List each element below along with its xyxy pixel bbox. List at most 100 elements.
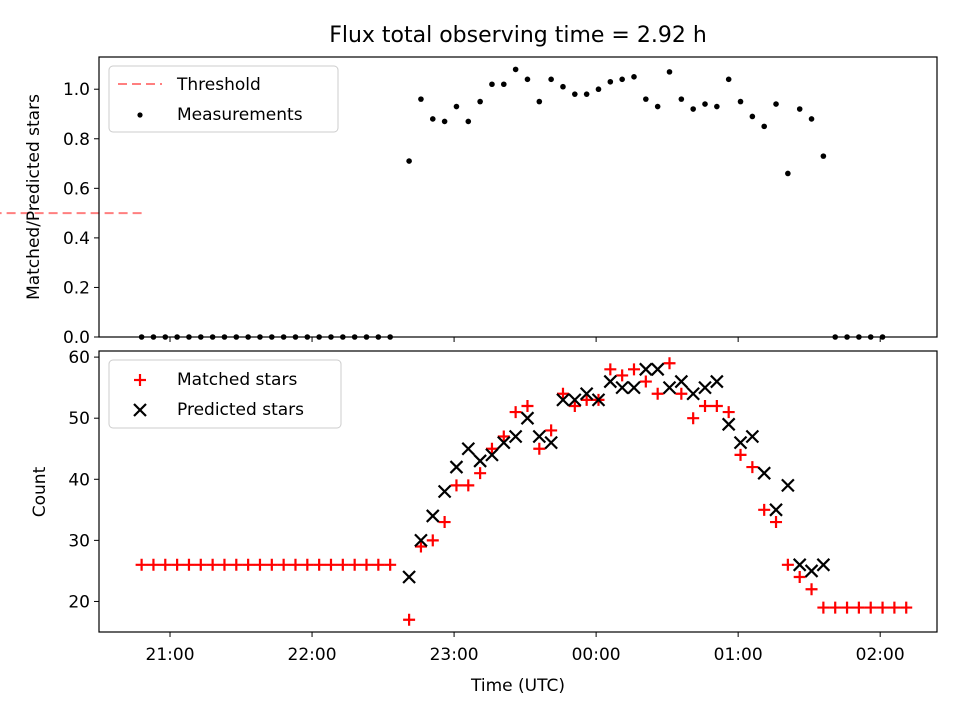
predicted-star-point: [603, 374, 618, 389]
matched-star-point: [699, 399, 712, 412]
x-tick-label: 00:00: [572, 645, 621, 665]
x-tick-label: 22:00: [288, 645, 337, 665]
matched-star-point: [265, 558, 278, 571]
matched-star-point: [545, 424, 558, 437]
matched-star-point: [746, 461, 759, 474]
matched-star-point: [147, 558, 160, 571]
matched-star-point: [450, 479, 463, 492]
measurement-point: [725, 76, 732, 83]
matched-star-point: [722, 406, 735, 419]
predicted-star-point: [816, 558, 831, 572]
predicted-star-point: [757, 466, 771, 480]
y-tick-label: 0.2: [63, 278, 90, 298]
top-legend-box: [108, 65, 339, 133]
matched-star-point: [852, 601, 865, 614]
matched-star-point: [301, 558, 314, 571]
measurement-point: [406, 158, 412, 164]
measurement-point: [429, 116, 436, 122]
matched-star-point: [384, 558, 397, 571]
matched-star-point: [888, 601, 901, 614]
y-tick-label: 1.0: [63, 80, 90, 100]
y-tick-label: 60: [68, 348, 90, 368]
measurement-point: [572, 91, 578, 97]
top-panel: 0.0 0.2 0.4 0.6 0.8 1.0 Flux total observing …: [0, 23, 938, 348]
bottom-legend: Matched stars Predicted stars: [108, 359, 342, 429]
top-y-ticks: 0.0 0.2 0.4 0.6 0.8 1.0: [63, 80, 99, 348]
matched-star-point: [324, 558, 337, 571]
y-tick-label: 0.6: [63, 179, 90, 199]
predicted-star-point: [639, 362, 653, 377]
matched-star-point: [462, 479, 475, 492]
predicted-star-point: [497, 435, 511, 450]
top-x-ticks: [169, 337, 881, 342]
matched-star-point: [817, 601, 830, 614]
bottom-y-ticks: 20 30 40 50 60: [68, 348, 99, 612]
x-tick-label: 02:00: [856, 645, 905, 665]
predicted-star-point: [710, 374, 724, 389]
matched-star-point: [289, 558, 302, 571]
matched-star-point: [348, 558, 361, 571]
matched-star-point: [171, 558, 184, 571]
measurement-point: [749, 113, 756, 120]
measurement-point: [524, 76, 531, 83]
x-tick-label: 21:00: [146, 645, 195, 665]
matched-star-point: [253, 558, 266, 571]
measurement-point: [418, 96, 424, 102]
predicted-star-point: [473, 454, 487, 468]
measurement-point: [808, 116, 815, 122]
top-axes-frame: [98, 56, 938, 338]
measurement-point: [631, 74, 637, 80]
matched-star-point: [651, 387, 664, 400]
measurement-point: [666, 69, 673, 75]
predicted-star-point: [485, 448, 499, 462]
predicted-star-point: [508, 429, 523, 444]
predicted-star-point: [568, 393, 582, 407]
matched-star-point: [336, 558, 349, 571]
matched-star-point: [485, 442, 498, 455]
matched-star-point: [639, 375, 652, 388]
predicted-star-point: [627, 380, 641, 395]
predicted-star-point: [662, 380, 677, 395]
top-y-axis-label: Matched/Predicted stars: [24, 94, 44, 300]
measurement-point: [607, 78, 614, 85]
matched-star-point: [675, 387, 688, 400]
predicted-star-point: [781, 478, 795, 493]
matched-star-point: [360, 558, 373, 571]
predicted-star-point: [804, 564, 819, 578]
measurement-point: [500, 81, 507, 88]
matched-star-point: [687, 412, 700, 425]
matched-star-point: [497, 430, 510, 443]
x-axis-label: Time (UTC): [470, 676, 565, 696]
top-legend: Threshold Measurements: [108, 65, 339, 133]
matched-star-point: [627, 363, 640, 376]
predicted-star-point: [674, 374, 689, 389]
matched-star-point: [242, 558, 255, 571]
predicted-star-point: [579, 386, 594, 401]
matched-star-point: [182, 558, 195, 571]
matched-star-point: [414, 540, 427, 553]
matched-star-point: [793, 571, 806, 584]
measurement-point: [489, 81, 495, 88]
legend-threshold-label: Threshold: [176, 75, 261, 95]
matched-star-point: [313, 558, 326, 571]
predicted-star-point: [650, 362, 665, 377]
legend-matched-label: Matched stars: [177, 370, 297, 390]
bottom-y-axis-label: Count: [30, 466, 50, 517]
matched-star-point: [521, 399, 534, 412]
matched-star-point: [509, 406, 522, 419]
matched-star-point: [206, 558, 219, 571]
measurement-point: [548, 76, 554, 83]
measurement-point: [737, 98, 744, 105]
predicted-star-point: [591, 393, 606, 407]
predicted-star-point: [461, 441, 476, 456]
measurement-point: [761, 123, 767, 130]
measurement-point: [512, 66, 519, 73]
predicted-star-point: [769, 503, 783, 517]
matched-star-point: [781, 558, 794, 571]
measurement-point: [441, 118, 448, 125]
matched-star-point: [616, 369, 629, 382]
bottom-marks: [135, 357, 913, 626]
measurement-point: [820, 153, 827, 159]
measurement-point: [773, 101, 779, 107]
